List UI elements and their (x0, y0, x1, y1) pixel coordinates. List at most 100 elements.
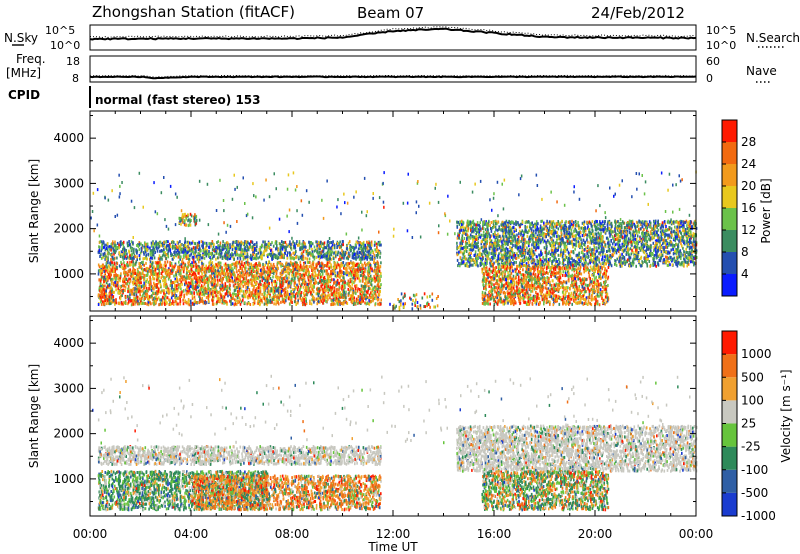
scatter-cell (119, 241, 121, 244)
scatter-cell (190, 253, 192, 256)
scatter-cell (371, 244, 373, 247)
scatter-cell (150, 260, 152, 263)
scatter-cell (198, 252, 200, 255)
scatter-cell (229, 243, 231, 246)
scatter-cell (338, 258, 340, 261)
scatter-cell (191, 242, 193, 245)
scatter-cell (303, 250, 305, 253)
scatter-cell (162, 254, 164, 257)
scatter-cell (188, 251, 190, 254)
nsearch-label: N.Search (746, 31, 800, 45)
scatter-cell (182, 251, 184, 254)
scatter-cell (114, 251, 116, 254)
scatter-cell (116, 257, 118, 260)
scatter-cell (374, 241, 376, 244)
scatter-cell (346, 247, 348, 250)
nsky-panel: N.Sky 10^5 10^0 10^5 10^0 N.Search (4, 24, 800, 52)
scatter-cell (216, 252, 218, 255)
scatter-cell (146, 249, 148, 252)
scatter-cell (198, 256, 200, 259)
scatter-cell (322, 242, 324, 245)
scatter-cell (276, 247, 278, 250)
scatter-cell (309, 265, 311, 268)
scatter-cell (324, 241, 326, 244)
scatter-cell (163, 241, 165, 244)
scatter-cell (181, 251, 183, 254)
scatter-cell (351, 280, 353, 283)
freq-panel: Freq. [MHz] 18 8 60 0 Nave (6, 52, 777, 85)
scatter-cell (167, 252, 169, 255)
scatter-cell (150, 257, 152, 260)
scatter-cell (314, 250, 316, 253)
scatter-cell (309, 261, 311, 264)
scatter-cell (251, 258, 253, 261)
scatter-cell (185, 249, 187, 252)
scatter-cell (292, 252, 294, 255)
scatter-cell (227, 246, 229, 249)
scatter-cell (220, 242, 222, 245)
scatter-cell (167, 240, 169, 243)
cpid-mode-text: normal (fast stereo) 153 (95, 93, 261, 107)
scatter-cell (109, 248, 111, 251)
scatter-cell (296, 240, 298, 243)
scatter-cell (236, 253, 238, 256)
scatter-cell (217, 247, 219, 250)
scatter-cell (348, 280, 350, 283)
scatter-cell (117, 246, 119, 249)
scatter-cell (316, 247, 318, 250)
scatter-cell (360, 251, 362, 254)
scatter-cell (281, 240, 283, 243)
scatter-cell (122, 248, 124, 251)
scatter-cell (232, 248, 234, 251)
scatter-cell (257, 257, 259, 260)
scatter-cell (204, 257, 206, 260)
scatter-cell (272, 275, 274, 278)
scatter-cell (275, 242, 277, 245)
scatter-cell (177, 241, 179, 244)
scatter-cell (379, 290, 381, 293)
scatter-cell (342, 243, 344, 246)
scatter-cell (215, 258, 217, 261)
scatter-cell (303, 255, 305, 258)
scatter-cell (370, 251, 372, 254)
scatter-cell (289, 293, 291, 296)
scatter-cell (314, 246, 316, 249)
scatter-cell (157, 250, 159, 253)
power-scatter-cells (90, 171, 697, 311)
scatter-cell (198, 290, 200, 293)
scatter-cell (316, 244, 318, 247)
scatter-cell (208, 250, 210, 253)
scatter-cell (173, 256, 175, 259)
scatter-cell (335, 251, 337, 254)
scatter-cell (198, 241, 200, 244)
scatter-cell (358, 295, 360, 298)
scatter-cell (352, 252, 354, 255)
scatter-cell (331, 253, 333, 256)
scatter-cell (254, 247, 256, 250)
scatter-cell (313, 256, 315, 259)
scatter-cell (180, 256, 182, 259)
scatter-cell (199, 247, 201, 250)
scatter-cell (208, 242, 210, 245)
scatter-cell (359, 258, 361, 261)
scatter-cell (287, 257, 289, 260)
scatter-cell (134, 255, 136, 258)
scatter-cell (193, 252, 195, 255)
scatter-cell (131, 240, 133, 243)
scatter-cell (374, 244, 376, 247)
scatter-cell (290, 243, 292, 246)
scatter-cell (160, 241, 162, 244)
scatter-cell (295, 303, 297, 306)
freq-label-2: [MHz] (6, 66, 41, 80)
scatter-cell (154, 256, 156, 259)
scatter-cell (329, 241, 331, 244)
scatter-cell (121, 253, 123, 256)
scatter-cell (252, 253, 254, 256)
scatter-cell (138, 266, 140, 269)
scatter-cell (151, 245, 153, 248)
scatter-cell (154, 245, 156, 248)
scatter-cell (156, 247, 158, 250)
scatter-cell (154, 248, 156, 251)
scatter-cell (208, 246, 210, 249)
scatter-cell (276, 244, 278, 247)
